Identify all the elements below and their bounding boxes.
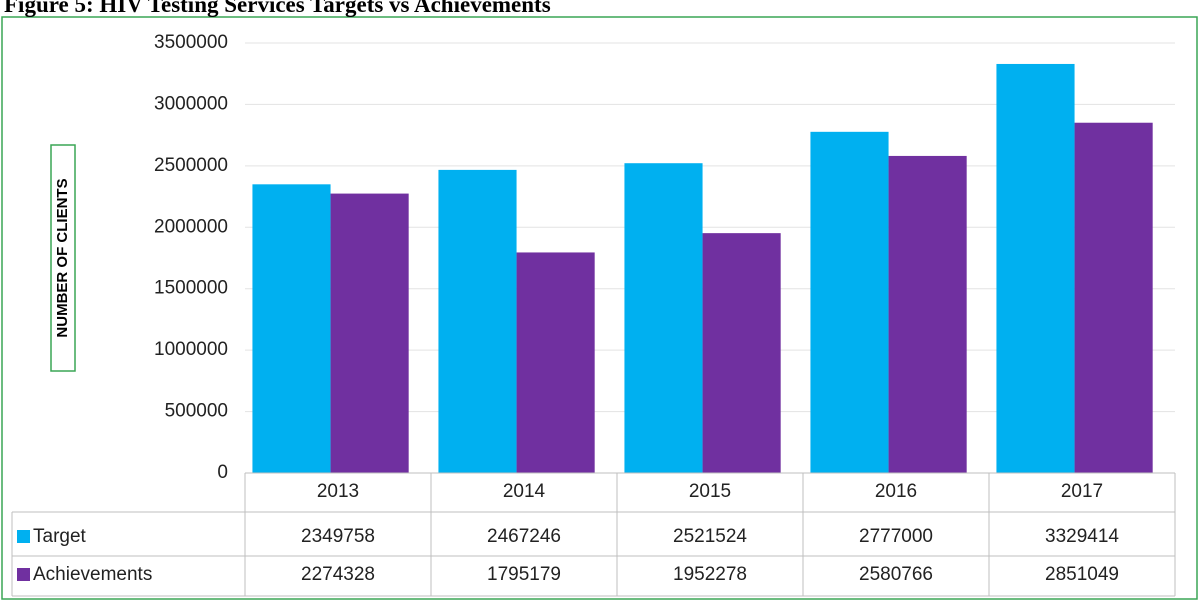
table-value: 2851049 <box>1045 564 1119 585</box>
y-tick-label: 2500000 <box>154 155 228 176</box>
legend-label: Achievements <box>33 564 152 585</box>
x-tick-label: 2015 <box>689 481 731 502</box>
table-value: 2777000 <box>859 526 933 547</box>
bar <box>438 169 517 473</box>
legend-key <box>17 530 30 543</box>
chart-border <box>1 16 1198 600</box>
table-value: 3329414 <box>1045 526 1119 547</box>
bar <box>810 131 889 473</box>
y-tick-label: 0 <box>217 462 228 483</box>
y-tick-label: 1500000 <box>154 278 228 299</box>
x-tick-label: 2014 <box>503 481 546 502</box>
bar <box>516 252 595 473</box>
table-value: 2349758 <box>301 526 375 547</box>
y-axis-label: NUMBER OF CLIENTS <box>54 178 71 337</box>
y-tick-label: 3500000 <box>154 32 228 53</box>
legend-label: Target <box>33 526 87 547</box>
bar <box>702 233 781 473</box>
chart-title: Figure 5: HIV Testing Services Targets v… <box>4 0 551 17</box>
table-value: 2521524 <box>673 526 747 547</box>
bar <box>1074 122 1153 473</box>
bar <box>888 155 967 474</box>
y-tick-label: 2000000 <box>154 216 228 237</box>
x-tick-label: 2017 <box>1061 481 1103 502</box>
bar <box>996 63 1075 474</box>
y-tick-label: 1000000 <box>154 339 228 360</box>
legend-key <box>17 568 30 581</box>
x-tick-label: 2016 <box>875 481 917 502</box>
table-value: 1952278 <box>673 564 747 585</box>
bar <box>624 163 703 473</box>
y-tick-label: 500000 <box>165 401 228 422</box>
bar <box>330 193 409 473</box>
y-tick-label: 3000000 <box>154 93 228 114</box>
table-value: 2467246 <box>487 526 561 547</box>
table-value: 2274328 <box>301 564 375 585</box>
table-value: 1795179 <box>487 564 561 585</box>
x-tick-label: 2013 <box>317 481 359 502</box>
y-label-box <box>50 144 76 372</box>
table-value: 2580766 <box>859 564 933 585</box>
bar <box>252 184 331 474</box>
